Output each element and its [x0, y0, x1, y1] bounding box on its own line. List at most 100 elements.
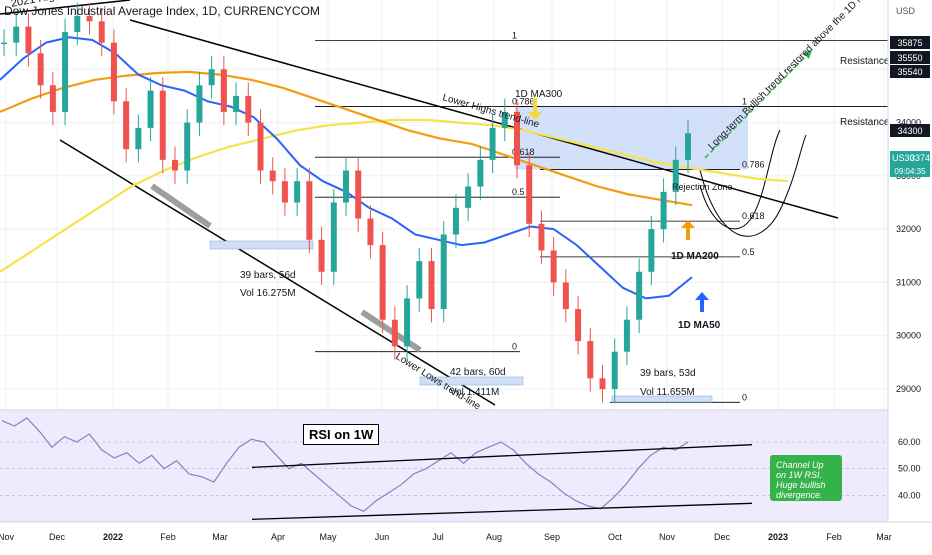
price-candle [281, 181, 288, 203]
x-tick-label: Mar [212, 532, 228, 542]
price-candle [575, 309, 582, 342]
price-candle [220, 69, 227, 112]
price-candle [196, 85, 203, 123]
resistance-2-label: Resistance 2 [840, 56, 898, 67]
x-tick-label: Sep [544, 532, 560, 542]
projection-curve-1 [699, 129, 781, 230]
fib-level-label: 0.618 [742, 211, 765, 221]
ma50-arrow [695, 292, 709, 312]
price-tag-bg [890, 124, 930, 137]
x-tick-label: Oct [608, 532, 623, 542]
price-candle [306, 181, 313, 240]
price-candle [587, 341, 594, 379]
bullish-arrowhead [803, 50, 812, 59]
price-candle [37, 53, 44, 86]
chart-title: Dow Jones Industrial Average Index, 1D, … [4, 4, 320, 18]
price-candle [465, 186, 472, 208]
price-candle [294, 181, 301, 203]
price-candle [526, 165, 533, 224]
price-candle [428, 261, 435, 310]
y-tick-label: 32000 [896, 224, 921, 234]
price-candle [269, 170, 276, 182]
x-tick-label: Jun [375, 532, 390, 542]
price-candle [233, 95, 240, 112]
price-candle [245, 95, 252, 123]
fib-level-label: 1 [512, 31, 517, 41]
fib-level-label: 0 [512, 342, 517, 352]
price-candle [391, 319, 398, 347]
price-candle [404, 298, 411, 347]
price-axis-bg [888, 0, 932, 550]
range-bar-2 [360, 309, 422, 353]
y-tick-label: 29000 [896, 384, 921, 394]
range3-bars-label: 39 bars, 53d [640, 368, 696, 379]
range-bar-1 [150, 183, 212, 229]
range1-vol-label: Vol 16.275M [240, 288, 296, 299]
price-candle [343, 170, 349, 203]
x-tick-label: Mar [876, 532, 892, 542]
bullish-arrow [704, 49, 813, 159]
x-tick-label: May [319, 532, 337, 542]
price-candle [623, 319, 630, 352]
price-candle [514, 111, 520, 166]
x-tick-label: Dec [49, 532, 66, 542]
y-tick-label: 34000 [896, 118, 921, 128]
rsi-channel-bottom [251, 502, 753, 520]
price-candle [501, 111, 508, 128]
projection-curve-2 [699, 134, 807, 237]
price-candle [257, 122, 264, 171]
price-candle [123, 101, 130, 150]
higher-highs-trendline [0, 0, 131, 15]
price-candle [86, 15, 93, 22]
rsi-y-tick: 60.00 [898, 437, 921, 447]
rsi-channel-top [251, 444, 753, 468]
rsi-line [1, 417, 689, 512]
x-tick-label: Jul [432, 532, 444, 542]
price-candle [416, 261, 423, 299]
price-candle [489, 127, 496, 160]
price-candle [25, 26, 32, 54]
price-candle [159, 90, 166, 160]
price-tag-bg [890, 36, 930, 49]
price-candle [440, 234, 447, 310]
price-candle [135, 127, 142, 150]
price-candle [550, 250, 557, 283]
price-tag: 35550 [897, 53, 922, 63]
price-candle [49, 85, 56, 112]
rsi-note: Channel Up on 1W RSI. Huge bullish diver… [770, 455, 842, 501]
price-candle [208, 69, 215, 86]
rsi-title: RSI on 1W [303, 424, 380, 445]
ma200-arrow [681, 220, 695, 240]
last-price: 33743 [910, 153, 932, 163]
price-candle [660, 191, 667, 230]
x-tick-label: Dec [714, 532, 731, 542]
x-tick-label: Aug [486, 532, 502, 542]
rsi-background [0, 410, 888, 522]
ma300-label: 1D MA300 [515, 89, 563, 100]
x-tick-label: Nov [659, 532, 676, 542]
range-box-2 [419, 376, 524, 386]
ma300-arrow [528, 98, 542, 120]
price-candle [538, 223, 545, 251]
y-tick-label: 31000 [896, 277, 921, 287]
price-candle [318, 239, 325, 272]
y-tick-label: 30000 [896, 331, 921, 341]
price-tag-bg [890, 51, 930, 64]
ma200-label: 1D MA200 [671, 251, 719, 262]
price-candle [599, 378, 606, 390]
price-tag: 35540 [897, 67, 922, 77]
price-tag: 34300 [897, 126, 922, 136]
price-candle [379, 245, 386, 320]
price-candle [636, 271, 643, 320]
price-candle [147, 90, 154, 128]
range-box-3 [611, 395, 713, 403]
price-tag-bg [890, 65, 930, 78]
price-candle [13, 26, 20, 43]
price-candle [184, 122, 191, 171]
rsi-y-tick: 40.00 [898, 490, 921, 500]
range-box-1 [209, 240, 314, 250]
range3-vol-label: Vol 11.655M [640, 387, 695, 398]
price-candle [355, 170, 362, 219]
ma50-label: 1D MA50 [678, 320, 721, 331]
